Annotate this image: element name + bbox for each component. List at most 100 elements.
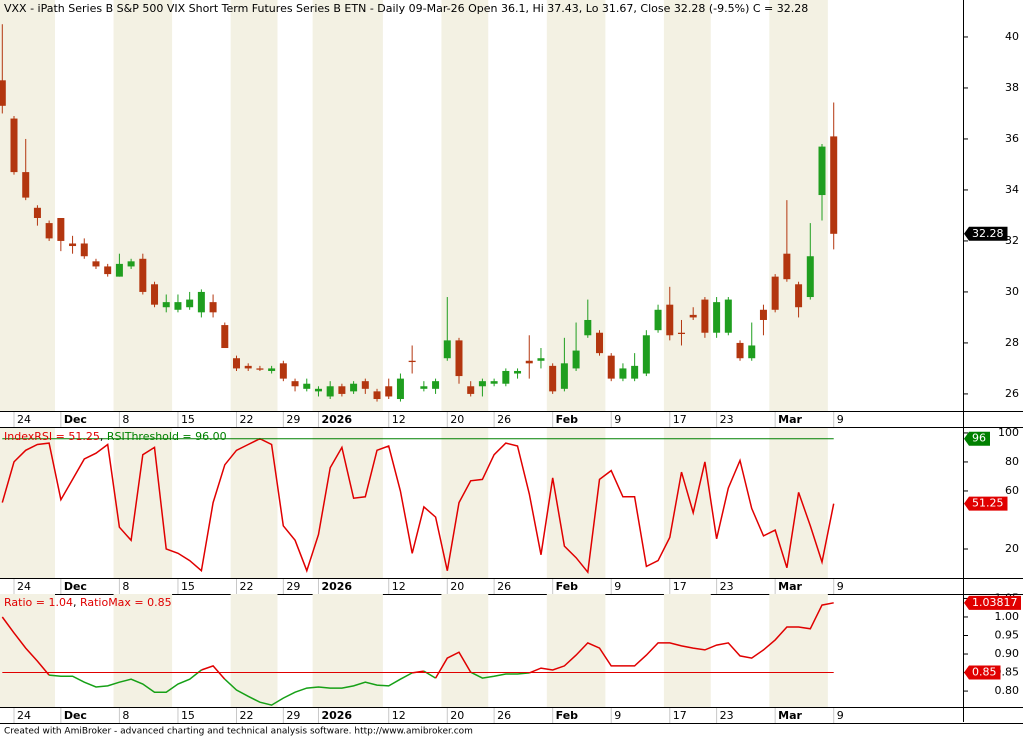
candle-body [806, 256, 814, 298]
candle-body [174, 302, 182, 310]
candle-body [338, 386, 346, 394]
x-tick-label: 24 [17, 580, 31, 593]
rsi-legend: IndexRSI = 51.25, RSIThreshold = 96.00 [4, 430, 227, 443]
candle-body [830, 136, 838, 234]
legend-entry: IndexRSI = 51.25 [4, 430, 100, 443]
candle-body [303, 383, 311, 389]
period-band [312, 428, 383, 578]
x-tick-label: 26 [497, 413, 511, 426]
x-tick-label: 12 [392, 709, 406, 722]
x-tick-label: 17 [673, 580, 687, 593]
x-tick-label: 9 [614, 580, 621, 593]
candle-body [584, 319, 592, 336]
period-band [663, 594, 711, 707]
x-tick-label: 9 [837, 580, 844, 593]
candle-body [818, 146, 826, 196]
candle-body [478, 381, 486, 387]
period-band [113, 594, 173, 707]
candle-body [467, 386, 475, 394]
value-tag [964, 226, 1008, 241]
y-tick-label: 38 [1005, 81, 1019, 94]
candle-body [57, 217, 65, 241]
y-tick-label: 0.80 [995, 684, 1020, 697]
candle-body [502, 370, 510, 384]
x-tick-label: 17 [673, 709, 687, 722]
period-band [769, 0, 828, 411]
period-band [0, 0, 55, 411]
x-tick-label: 29 [286, 580, 300, 593]
value-tag [964, 496, 1008, 511]
candle-body [314, 388, 322, 392]
legend-separator: , [73, 596, 80, 609]
period-band [312, 0, 383, 411]
candle-body [677, 332, 685, 335]
candle-body [783, 253, 791, 280]
candle-body [0, 80, 6, 106]
y-tick-label: 80 [1005, 455, 1019, 468]
candle-body [268, 368, 276, 371]
x-tick-label: 29 [286, 413, 300, 426]
marks [0, 24, 838, 706]
y-tick-label: 30 [1005, 285, 1019, 298]
legend-entry: RSIThreshold = 96.00 [107, 430, 227, 443]
period-band [663, 0, 711, 411]
candle-body [443, 340, 451, 359]
x-tick-label: Mar [778, 580, 802, 593]
candle-body [759, 309, 767, 320]
period-band [663, 428, 711, 578]
chart-title: VXX - iPath Series B S&P 500 VIX Short T… [4, 2, 808, 15]
series-line [529, 602, 834, 674]
candle-body [361, 381, 369, 389]
candle-body [654, 309, 662, 331]
candle-body [221, 325, 229, 349]
value-tag-label: 51.25 [972, 497, 1004, 510]
series-line [470, 671, 530, 679]
y-tick-label: 32 [1005, 234, 1019, 247]
x-tick-label: 9 [837, 413, 844, 426]
x-tick-label: 9 [614, 413, 621, 426]
candle-body [748, 345, 756, 359]
candle-body [22, 172, 30, 198]
candle-body [127, 261, 135, 267]
legend-separator: , [100, 430, 107, 443]
x-tick-label: Dec [64, 580, 87, 593]
candle-body [139, 258, 147, 292]
candle-body [619, 368, 627, 379]
value-tag [964, 595, 1021, 610]
x-tick-label: Dec [64, 413, 87, 426]
x-tick-label: Dec [64, 709, 87, 722]
period-band [441, 428, 489, 578]
x-tick-label: 23 [720, 413, 734, 426]
x-tick-label: 17 [673, 413, 687, 426]
candle-body [69, 243, 77, 247]
candle-body [396, 378, 404, 400]
x-tick-label: 9 [837, 709, 844, 722]
candle-body [713, 302, 721, 333]
candle-body [572, 350, 580, 369]
candle-body [420, 386, 428, 389]
x-tick-label: 26 [497, 709, 511, 722]
footer: Created with AmiBroker - advanced charti… [4, 727, 473, 737]
period-band [769, 428, 828, 578]
period-band [441, 594, 489, 707]
y-tick-label: 100 [998, 426, 1019, 439]
candle-body [689, 314, 697, 318]
candle-body [92, 261, 100, 267]
period-band [546, 594, 606, 707]
candle-body [642, 335, 650, 374]
candle-body [197, 291, 205, 313]
value-tag-label: 96 [972, 432, 986, 445]
candle-body [432, 381, 440, 389]
candle-body [104, 266, 112, 275]
x-tick-label: Feb [556, 580, 579, 593]
candle-body [525, 360, 533, 364]
x-tick-label: 26 [497, 580, 511, 593]
x-tick-label: 2026 [321, 413, 352, 426]
x-tick-label: 2026 [321, 709, 352, 722]
series-line [1, 616, 50, 676]
candle-body [771, 276, 779, 310]
y-tick-label: 26 [1005, 387, 1019, 400]
x-tick-label: 20 [450, 709, 464, 722]
candle-body [151, 284, 159, 305]
